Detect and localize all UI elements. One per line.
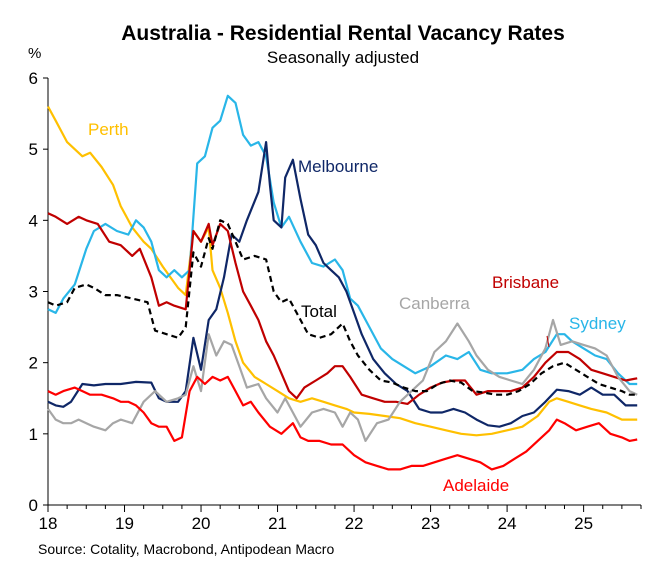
- label-canberra: Canberra: [399, 294, 470, 313]
- y-tick-label: 0: [29, 496, 38, 515]
- label-adelaide: Adelaide: [443, 476, 509, 495]
- x-tick-label: 25: [574, 514, 593, 533]
- series-line-perth: [47, 105, 638, 437]
- x-tick-label: 24: [498, 514, 517, 533]
- y-unit-label: %: [28, 45, 41, 62]
- series-line-sydney: [47, 94, 638, 386]
- chart-subtitle: Seasonally adjusted: [267, 48, 419, 67]
- x-ticks: 18 19 20 21 22 23 24 25: [39, 505, 642, 533]
- series-lines: [47, 94, 638, 471]
- x-tick-label: 18: [39, 514, 58, 533]
- label-sydney: Sydney: [569, 314, 626, 333]
- series-labels: Perth Melbourne Total Brisbane Canberra …: [88, 120, 626, 495]
- x-tick-label: 23: [421, 514, 440, 533]
- y-tick-label: 3: [29, 283, 38, 302]
- y-ticks: 0 1 2 3 4 5 6: [29, 69, 48, 515]
- y-tick-label: 6: [29, 69, 38, 88]
- y-tick-label: 2: [29, 354, 38, 373]
- chart-title: Australia - Residential Rental Vacancy R…: [121, 22, 565, 45]
- label-brisbane: Brisbane: [492, 273, 559, 292]
- label-total: Total: [301, 302, 337, 321]
- y-tick-label: 1: [29, 425, 38, 444]
- series-line-adelaide: [47, 375, 638, 471]
- x-tick-label: 22: [345, 514, 364, 533]
- series-line-total: [47, 219, 638, 396]
- y-tick-label: 5: [29, 140, 38, 159]
- x-tick-label: 21: [268, 514, 287, 533]
- series-line-melbourne: [47, 141, 638, 428]
- series-line-brisbane: [47, 212, 638, 405]
- series-line-canberra: [47, 318, 638, 442]
- label-melbourne: Melbourne: [298, 157, 378, 176]
- label-brisbane-leader: [546, 335, 550, 348]
- x-tick-label: 19: [115, 514, 134, 533]
- x-tick-label: 20: [192, 514, 211, 533]
- y-tick-label: 4: [29, 211, 38, 230]
- label-perth: Perth: [88, 120, 129, 139]
- source-note: Source: Cotality, Macrobond, Antipodean …: [38, 541, 334, 557]
